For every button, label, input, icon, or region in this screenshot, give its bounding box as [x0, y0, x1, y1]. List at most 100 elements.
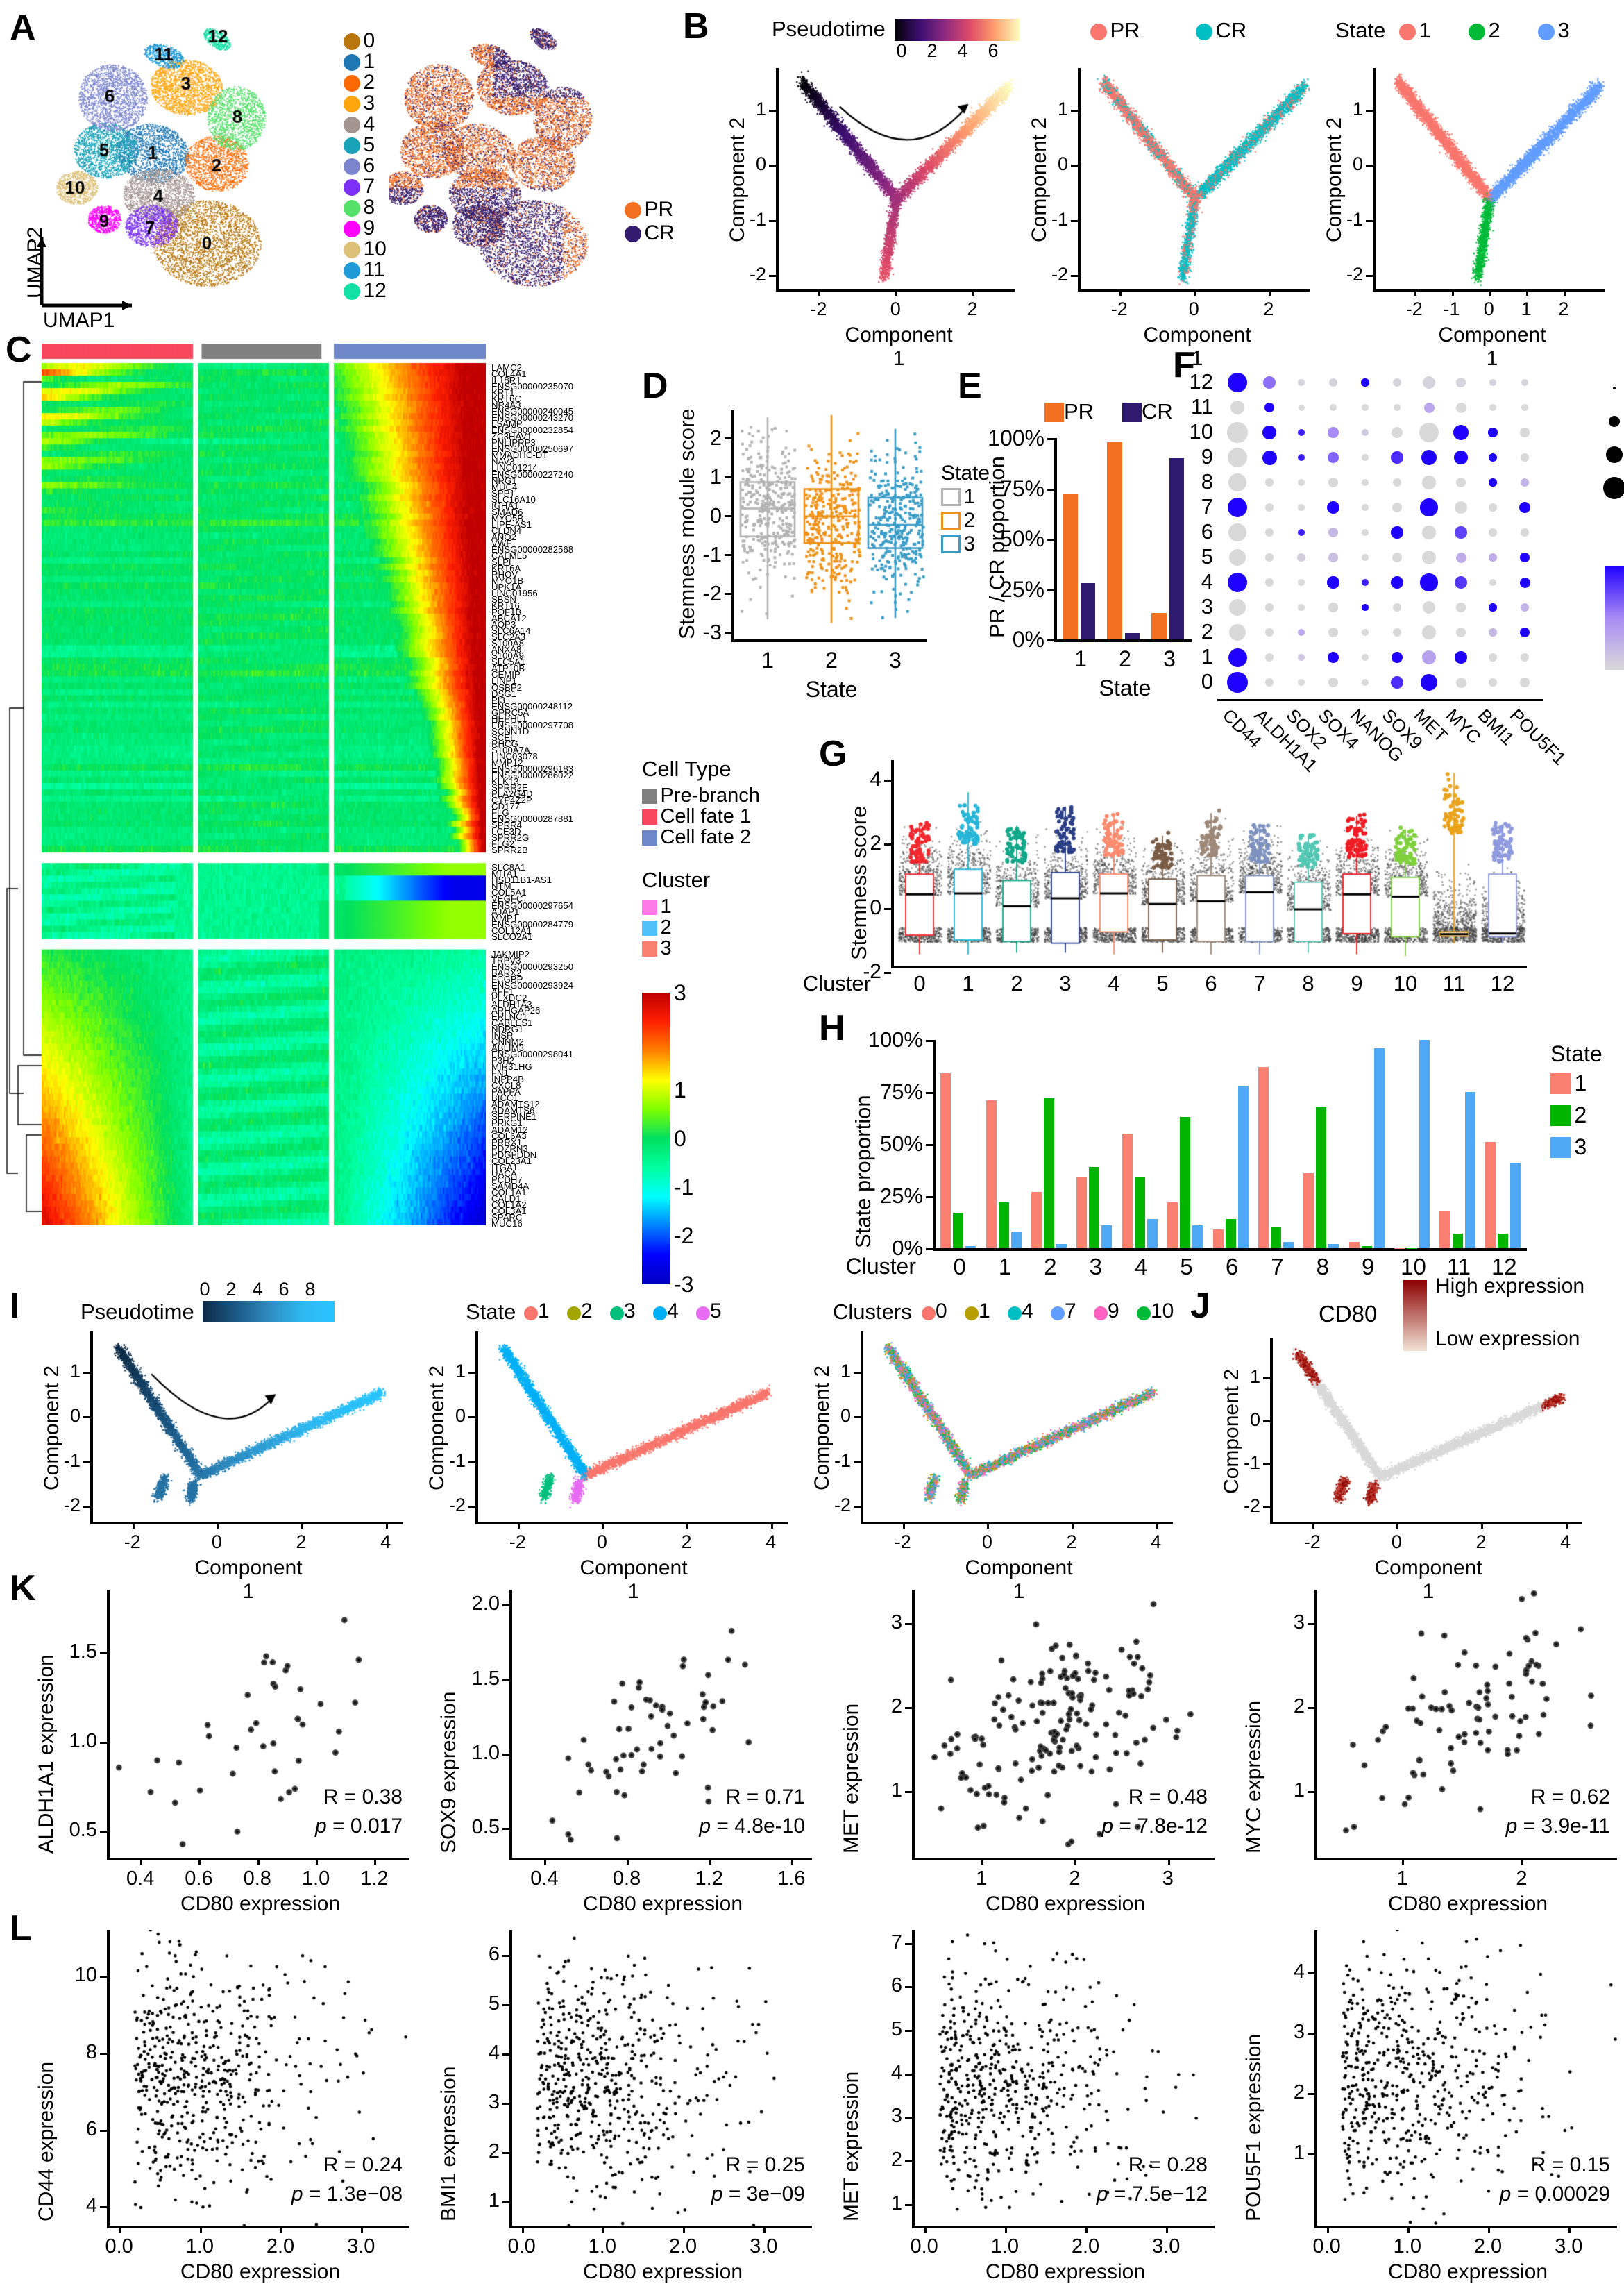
clusters-legend-item-i[interactable]: 10: [1137, 1300, 1174, 1323]
legend-item[interactable]: 1: [941, 485, 990, 509]
y-tick: [769, 219, 776, 222]
prcr-legend-item[interactable]: CR: [1196, 18, 1246, 43]
umap-legend-item[interactable]: 0: [344, 31, 387, 51]
umap-legend-item[interactable]: 3: [344, 93, 387, 114]
cluster-legend-item[interactable]: 1: [642, 896, 710, 917]
panel-h-state-bar: 100% 75% 50% 25% 0% 0 1 2 3 4 5 6 7 8 9 10 11 12 Cluster St…: [833, 1027, 1624, 1291]
state-legend-item-i[interactable]: 2: [567, 1300, 593, 1323]
cell-type-legend-item[interactable]: Pre-branch: [642, 785, 760, 806]
cell-type-legend-item[interactable]: Cell fate 2: [642, 827, 760, 848]
pseudotime-colorbar-i: [203, 1301, 335, 1322]
bar: [1509, 1163, 1521, 1248]
state-legend-item[interactable]: 2: [1469, 18, 1500, 43]
umap-legend-item[interactable]: 5: [344, 135, 387, 156]
y-tick-label: 1: [709, 464, 722, 489]
panel-letter-E: E: [958, 366, 982, 406]
dotplot-dot: [1361, 553, 1369, 562]
bar: [1180, 1117, 1191, 1248]
gene-label: VEGFC: [491, 893, 523, 905]
clusters-legend-item-i[interactable]: 1: [965, 1300, 990, 1323]
x-tick-label: 1: [962, 971, 974, 995]
prcr-legend-item[interactable]: PR: [1090, 18, 1140, 43]
umap-legend-item[interactable]: 2: [344, 72, 387, 93]
legend-swatch: [1094, 1306, 1108, 1320]
response-legend-item[interactable]: CR: [625, 221, 675, 245]
legend-swatch: [1051, 1306, 1065, 1320]
umap-legend-item[interactable]: 7: [344, 176, 387, 197]
x-tick: [1526, 289, 1529, 296]
umap-legend-item[interactable]: 4: [344, 114, 387, 135]
response-legend-item[interactable]: PR: [625, 198, 675, 221]
bar: [940, 1073, 951, 1248]
y-tick-label: 1: [455, 1361, 466, 1382]
state-legend-item-i[interactable]: 5: [696, 1300, 722, 1323]
legend-item[interactable]: 1: [1550, 1067, 1602, 1099]
x-tick: [1004, 2226, 1007, 2233]
umap-legend-item[interactable]: 6: [344, 156, 387, 176]
gene-label: COL6A3: [491, 1130, 527, 1141]
umap-legend-item[interactable]: 11: [344, 260, 387, 280]
legend-item[interactable]: 2: [1550, 1099, 1602, 1131]
cluster-legend-title: Cluster: [642, 868, 711, 892]
umap-legend-item[interactable]: 9: [344, 218, 387, 239]
state-legend-item[interactable]: 1: [1399, 18, 1431, 43]
dotplot-dot: [1489, 528, 1497, 537]
x-tick-label: 6: [1225, 1254, 1239, 1279]
clusters-legend-item-i[interactable]: 9: [1094, 1300, 1119, 1323]
umap-legend-item[interactable]: 12: [344, 280, 387, 301]
umap-axes-arrows: [37, 237, 132, 310]
umap-legend-item[interactable]: 1: [344, 51, 387, 72]
legend-label: 2: [1574, 1102, 1587, 1127]
panel-e-legend-item[interactable]: CR: [1122, 399, 1173, 424]
dotplot-dot: [1298, 654, 1305, 661]
y-tick: [769, 109, 776, 112]
legend-item[interactable]: 2: [941, 509, 990, 532]
y-tick-label: 3: [1293, 2020, 1305, 2043]
legend-label: 0: [936, 1300, 947, 1322]
y-tick-label: -3: [702, 619, 722, 644]
cluster-legend-item[interactable]: 3: [642, 938, 710, 959]
dotplot-dot: [1455, 552, 1466, 563]
y-tick: [884, 907, 891, 910]
clusters-legend-item-i[interactable]: 0: [922, 1300, 947, 1323]
dotplot-dot: [1327, 651, 1339, 664]
scatter-canvas: [514, 1590, 812, 1858]
gene-label: KRT1: [491, 387, 515, 398]
cluster-legend-item[interactable]: 2: [642, 917, 710, 938]
y-tick: [502, 2201, 509, 2203]
gene-label: PAPPA: [491, 1086, 521, 1098]
x-tick: [199, 2226, 202, 2233]
state-legend-item[interactable]: 3: [1538, 18, 1570, 43]
legend-swatch: [1008, 1306, 1022, 1320]
state-legend-item-i[interactable]: 1: [524, 1300, 550, 1323]
gene-label: LIPE-AS1: [491, 519, 532, 530]
y-tick: [502, 1753, 509, 1756]
panel-d-stemness-box: 2 1 0 -1 -2 -3 1 2 3 State Stemness module score St…: [659, 399, 990, 702]
clusters-legend-item-i[interactable]: 4: [1008, 1300, 1033, 1323]
dotplot-dot: [1454, 501, 1468, 514]
gene-label: DSG1: [491, 688, 516, 699]
legend-item[interactable]: 3: [1550, 1131, 1602, 1163]
clusters-legend-title-i: Clusters: [833, 1300, 912, 1324]
umap-legend-item[interactable]: 8: [344, 197, 387, 218]
cell-type-legend-item[interactable]: Cell fate 1: [642, 806, 760, 827]
clusters-legend-item-i[interactable]: 7: [1051, 1300, 1076, 1323]
panel-e-legend-item[interactable]: PR: [1044, 399, 1094, 424]
y-axis-line: [1314, 1930, 1317, 2226]
dotplot-dot: [1265, 653, 1274, 662]
legend-swatch: [524, 1306, 538, 1320]
y-tick-label: 2.0: [471, 1592, 500, 1615]
y-tick: [1047, 539, 1054, 541]
x-tick: [602, 2226, 604, 2233]
gene-label: NRG1: [491, 475, 517, 486]
y-tick-label: 25%: [879, 1184, 923, 1208]
state-legend-item-i[interactable]: 4: [653, 1300, 679, 1323]
legend-item[interactable]: 3: [941, 532, 990, 556]
dotplot-dot: [1456, 478, 1466, 487]
state-legend-item-i[interactable]: 3: [610, 1300, 636, 1323]
umap-legend-item[interactable]: 10: [344, 239, 387, 260]
y-tick-label: 1.5: [471, 1667, 500, 1690]
bar: [965, 1246, 976, 1248]
y-tick-label: 25%: [999, 576, 1044, 602]
scatter-xlabel: CD80 expression: [1387, 2260, 1548, 2283]
